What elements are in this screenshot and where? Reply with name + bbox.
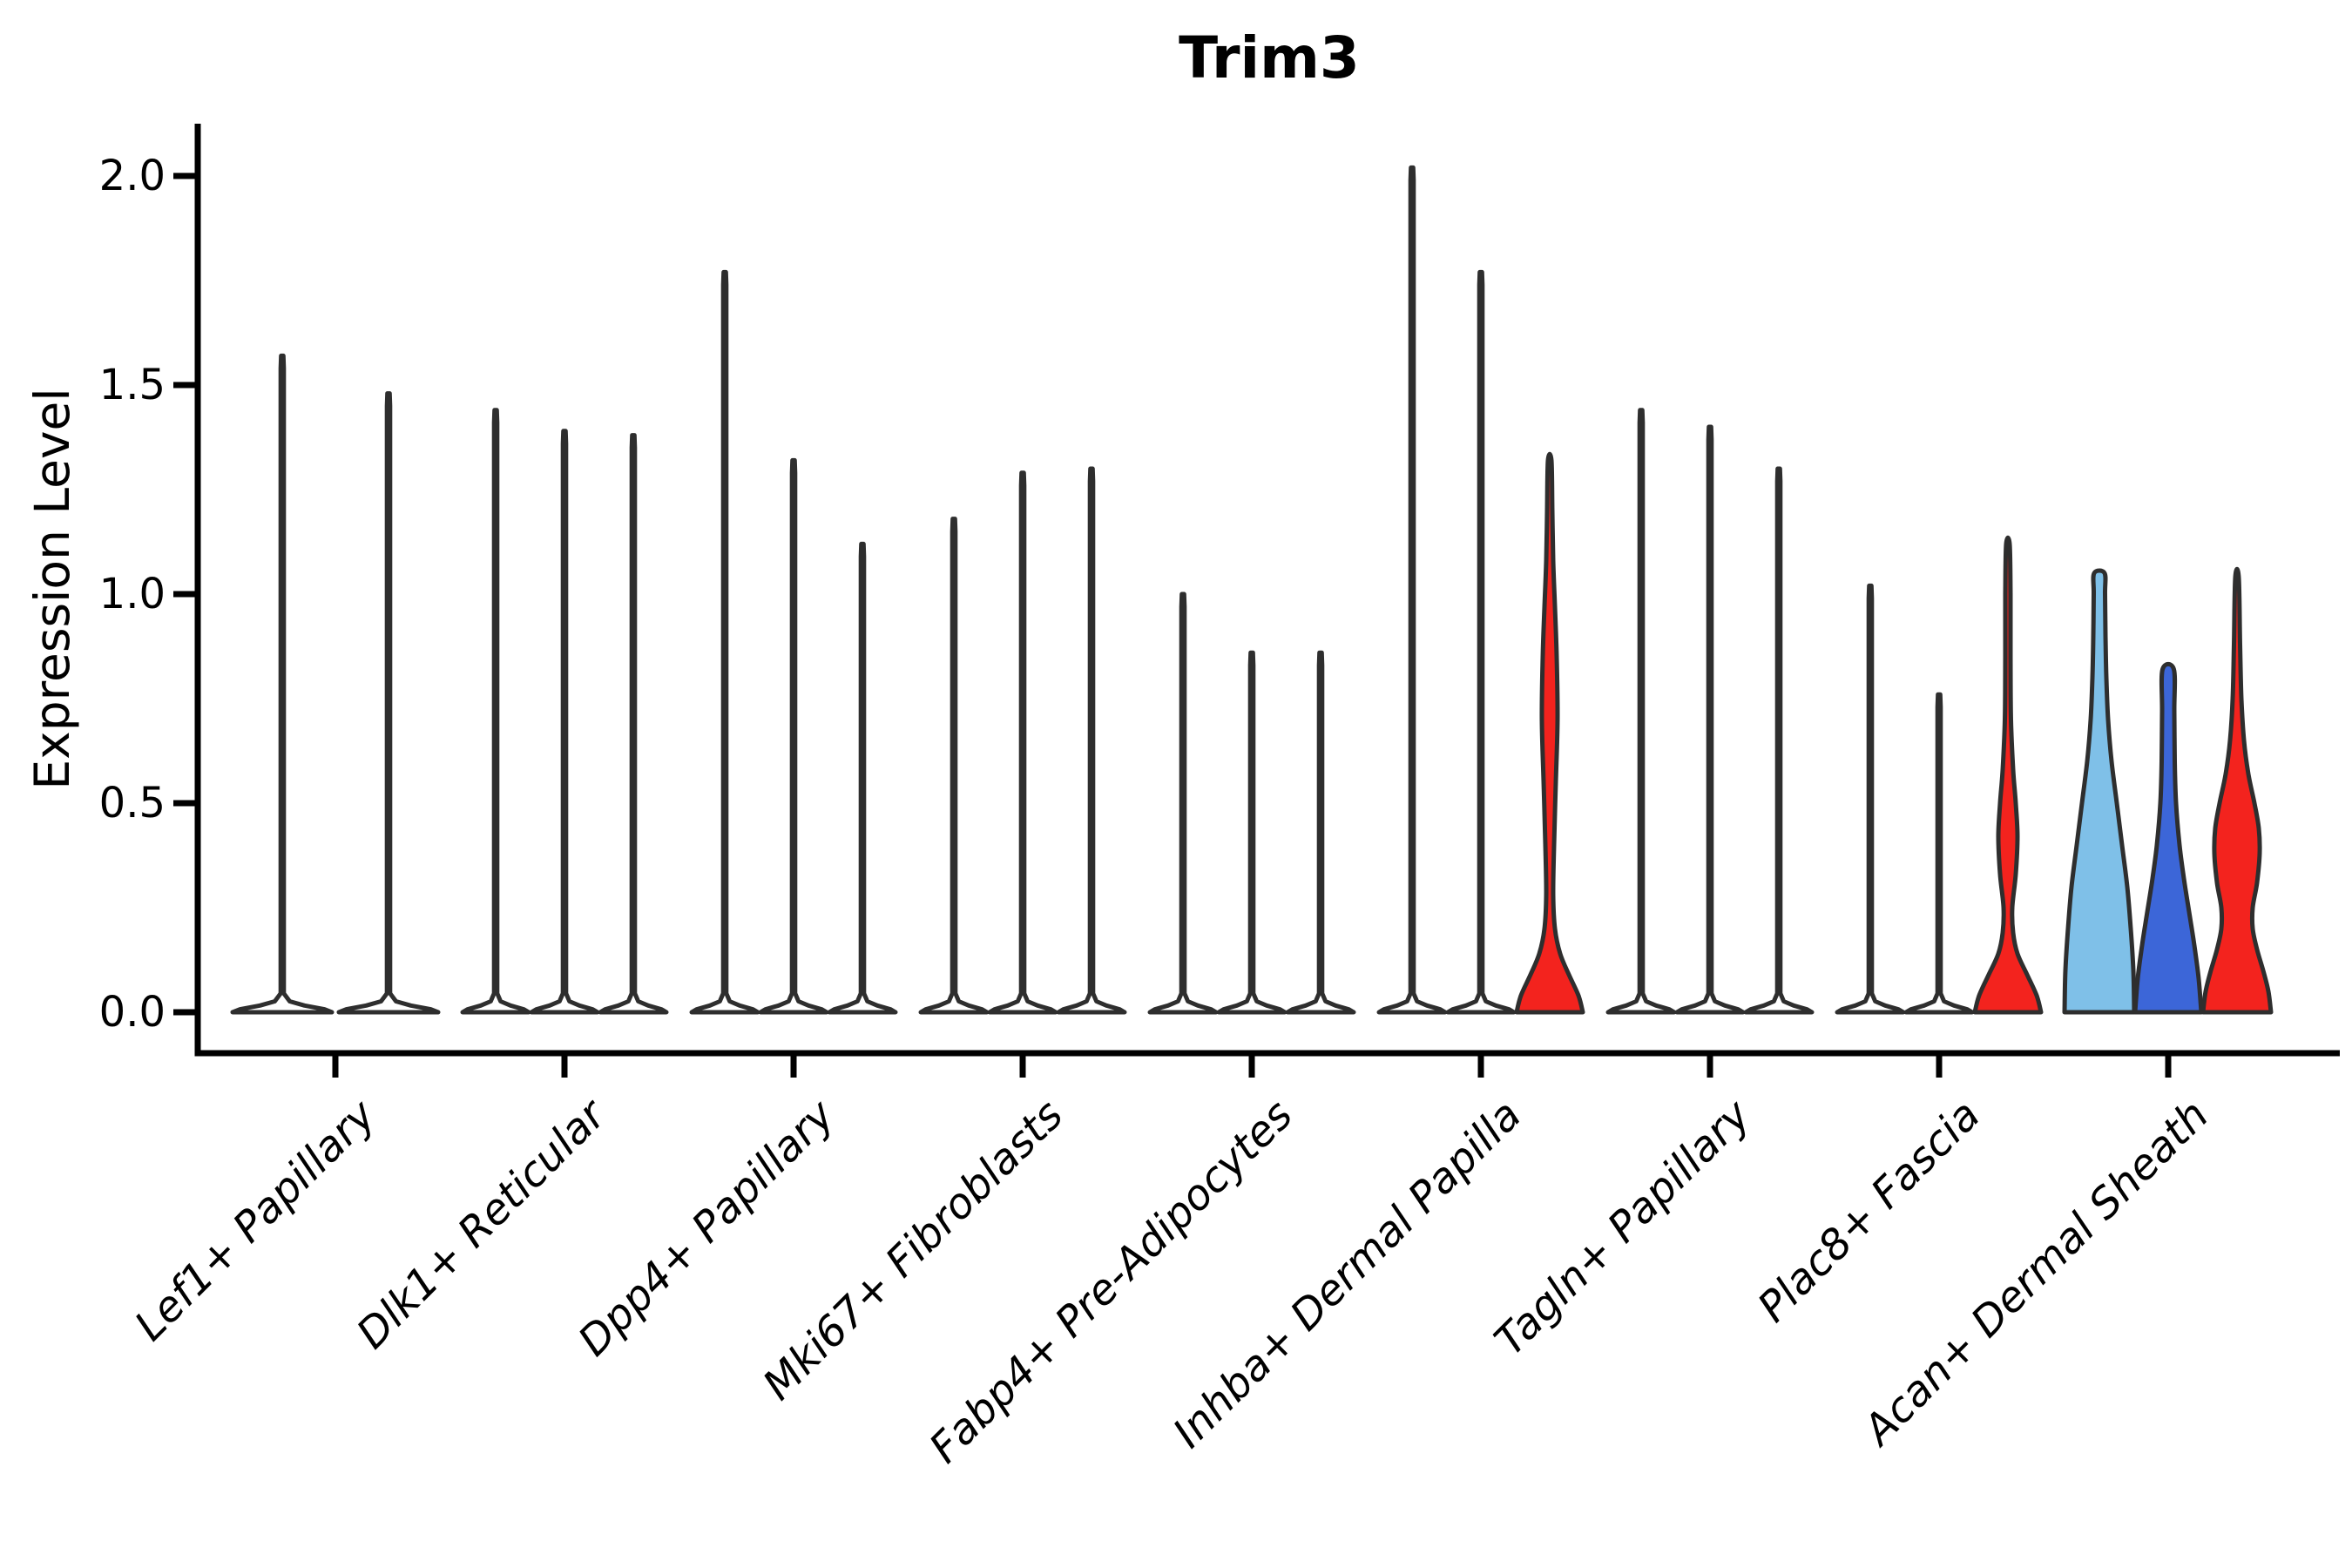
y-tick-label: 0.0 bbox=[98, 988, 166, 1037]
axes-spines bbox=[194, 124, 2340, 1057]
violin bbox=[827, 541, 898, 1015]
violin bbox=[1514, 451, 1585, 1015]
violin bbox=[689, 269, 760, 1015]
y-tick-label: 1.5 bbox=[98, 361, 166, 409]
chart-title: Trim3 bbox=[1179, 24, 1360, 91]
violin bbox=[1605, 408, 1677, 1015]
violin bbox=[918, 517, 990, 1015]
violin bbox=[1376, 165, 1448, 1015]
violin bbox=[230, 353, 335, 1015]
violin bbox=[460, 408, 531, 1015]
violin bbox=[1285, 650, 1356, 1015]
violin bbox=[1056, 466, 1127, 1015]
violin bbox=[2200, 566, 2274, 1015]
violin bbox=[336, 391, 441, 1015]
violin bbox=[1674, 424, 1746, 1015]
y-tick-label: 0.5 bbox=[98, 779, 166, 828]
violin bbox=[1743, 466, 1815, 1015]
violin bbox=[529, 429, 600, 1015]
violin bbox=[987, 470, 1058, 1015]
violin bbox=[1972, 535, 2044, 1015]
violin bbox=[1445, 269, 1517, 1015]
axis-ticks bbox=[173, 172, 2172, 1078]
violin bbox=[1216, 650, 1288, 1015]
y-tick-label: 1.0 bbox=[98, 570, 166, 618]
violin bbox=[2062, 568, 2137, 1015]
violin bbox=[598, 433, 669, 1015]
violin bbox=[1147, 591, 1219, 1015]
violin bbox=[758, 457, 829, 1015]
violin bbox=[1835, 583, 1906, 1015]
y-tick-label: 2.0 bbox=[98, 152, 166, 200]
violin bbox=[2132, 661, 2204, 1015]
violin bbox=[1903, 692, 1975, 1015]
